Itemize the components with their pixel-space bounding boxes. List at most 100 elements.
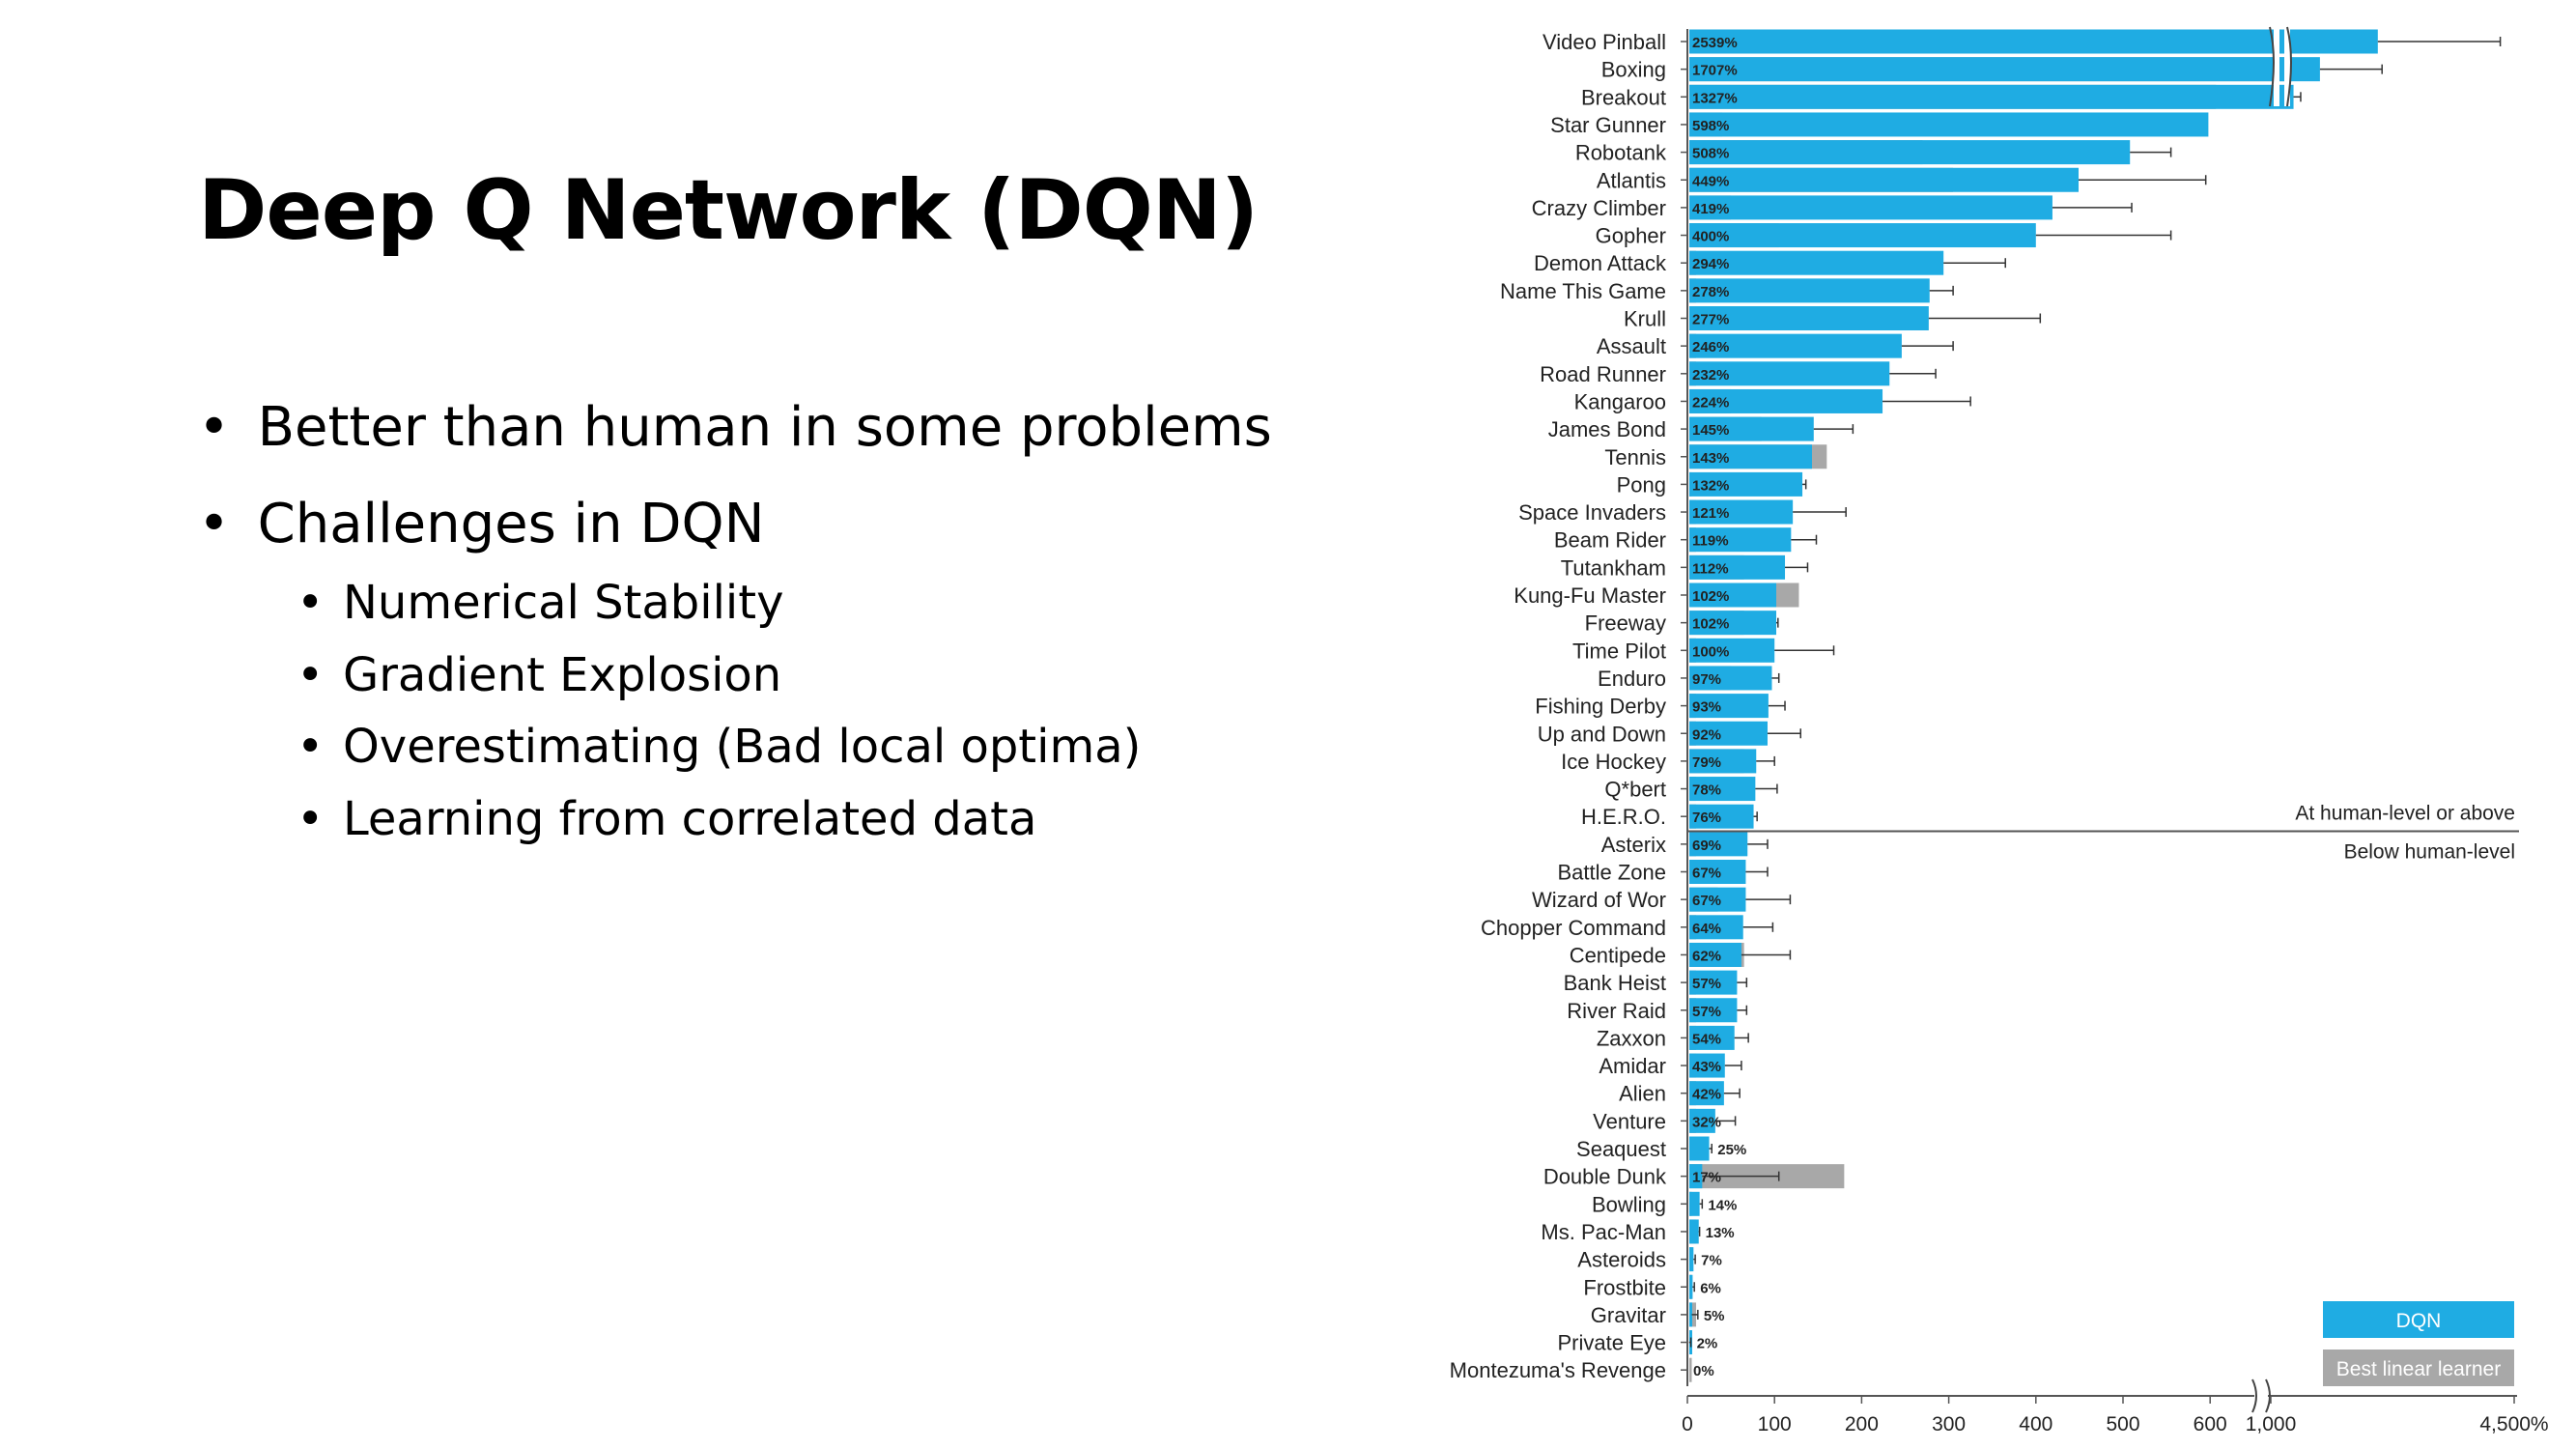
game-label: Road Runner (1540, 362, 1666, 386)
game-label: Beam Rider (1554, 528, 1666, 553)
game-label: Battle Zone (1557, 861, 1666, 885)
value-label: 92% (1692, 726, 1721, 743)
game-label: Seaquest (1576, 1137, 1666, 1161)
value-label: 62% (1692, 948, 1721, 964)
value-label: 232% (1692, 367, 1729, 384)
game-label: Ms. Pac-Man (1541, 1220, 1666, 1244)
dqn-bar (1689, 1219, 1699, 1244)
value-label: 97% (1692, 671, 1721, 688)
dqn-bar (1689, 582, 1777, 608)
value-label: 6% (1700, 1280, 1721, 1296)
dqn-bar (1689, 416, 1814, 441)
value-label: 246% (1692, 339, 1729, 355)
game-label: Bowling (1592, 1192, 1666, 1216)
game-label: Video Pinball (1543, 30, 1666, 54)
bullet-text: Overestimating (Bad local optima) (343, 720, 1142, 774)
dqn-bar (1689, 860, 1746, 884)
game-label: Tutankham (1561, 555, 1666, 580)
dqn-bar (1689, 611, 1777, 636)
value-label: 43% (1692, 1059, 1721, 1075)
value-label: 2539% (1692, 35, 1738, 51)
bullet-list: • Better than human in some problems • Cha… (198, 0, 1454, 1449)
x-tick-label: 0 (1682, 1413, 1693, 1435)
below-human-label: Below human-level (2344, 841, 2515, 864)
legend-dqn-label: DQN (2396, 1310, 2442, 1332)
game-label: Chopper Command (1481, 916, 1666, 940)
value-label: 145% (1692, 422, 1729, 439)
game-label: Bank Heist (1564, 971, 1666, 995)
game-label: Q*bert (1604, 778, 1666, 802)
game-label: Up and Down (1538, 722, 1666, 746)
x-tick-label: 600 (2194, 1413, 2227, 1435)
game-label: Star Gunner (1550, 113, 1666, 137)
value-label: 64% (1692, 921, 1721, 937)
game-label: Krull (1624, 307, 1666, 331)
dqn-bar (1689, 527, 1792, 553)
game-label: Boxing (1601, 58, 1666, 82)
dqn-bar (1689, 306, 1929, 330)
dqn-bar (1689, 388, 1883, 413)
dqn-bar (1689, 333, 1902, 358)
dqn-bar (1689, 1053, 1725, 1078)
dqn-bar (1689, 915, 1743, 940)
bullet-item: • Better than human in some problems (198, 396, 1272, 459)
value-label: 132% (1692, 477, 1729, 494)
game-label: River Raid (1567, 999, 1666, 1023)
game-label: Frostbite (1583, 1275, 1666, 1299)
x-tick-label: 1,000 (2246, 1413, 2297, 1435)
sub-bullet-item: • Gradient Explosion (297, 648, 781, 702)
bullet-text: Better than human in some problems (257, 396, 1272, 459)
x-tick-label: 4,500% (2479, 1413, 2548, 1435)
value-label: 25% (1717, 1142, 1746, 1158)
game-label: Wizard of Wor (1532, 888, 1666, 912)
value-label: 121% (1692, 505, 1729, 522)
dqn-bar (1689, 140, 2131, 165)
bullet-dot-icon: • (297, 648, 325, 702)
game-label: Gopher (1596, 224, 1666, 248)
dqn-bar (1689, 195, 2052, 220)
game-label: Tennis (1604, 445, 1666, 469)
game-label: James Bond (1548, 417, 1666, 441)
game-label: Pong (1617, 472, 1666, 497)
dqn-bar (1689, 250, 1944, 275)
dqn-bar (1689, 1136, 1710, 1161)
dqn-bar (1689, 1164, 1703, 1189)
game-label: Private Eye (1558, 1331, 1667, 1355)
value-label: 42% (1692, 1087, 1721, 1103)
dqn-bar (1689, 444, 1812, 469)
value-label: 14% (1708, 1197, 1737, 1213)
value-label: 278% (1692, 284, 1729, 300)
dqn-bar (1689, 1247, 1694, 1272)
value-label: 598% (1692, 118, 1729, 134)
game-label: Fishing Derby (1535, 695, 1666, 719)
value-label: 102% (1692, 588, 1729, 605)
value-label: 400% (1692, 229, 1729, 245)
value-label: 5% (1704, 1308, 1725, 1324)
game-label: Asteroids (1577, 1248, 1666, 1272)
dqn-bar (1689, 749, 1757, 774)
dqn-bar (1689, 666, 1772, 691)
game-label: Double Dunk (1543, 1165, 1667, 1189)
value-label: 69% (1692, 838, 1721, 854)
linear-learner-bar (1689, 1357, 1692, 1382)
bullet-text: Numerical Stability (343, 576, 784, 630)
value-label: 508% (1692, 146, 1729, 162)
game-label: Centipede (1570, 943, 1666, 967)
dqn-bar (1689, 1191, 1700, 1216)
value-label: 17% (1692, 1170, 1721, 1186)
value-label: 76% (1692, 810, 1721, 826)
value-label: 102% (1692, 616, 1729, 633)
bullet-dot-icon: • (297, 792, 325, 846)
value-label: 57% (1692, 976, 1721, 992)
bullet-dot-icon: • (198, 396, 231, 459)
bullet-text: Gradient Explosion (343, 648, 782, 702)
game-label: Demon Attack (1534, 251, 1667, 275)
value-label: 7% (1701, 1253, 1722, 1269)
game-label: Gravitar (1591, 1303, 1666, 1327)
value-label: 79% (1692, 754, 1721, 771)
legend-dqn-swatch (2323, 1301, 2514, 1338)
value-label: 57% (1692, 1004, 1721, 1020)
dqn-bar (1689, 554, 1786, 580)
axis-break-mark (2251, 1378, 2257, 1413)
